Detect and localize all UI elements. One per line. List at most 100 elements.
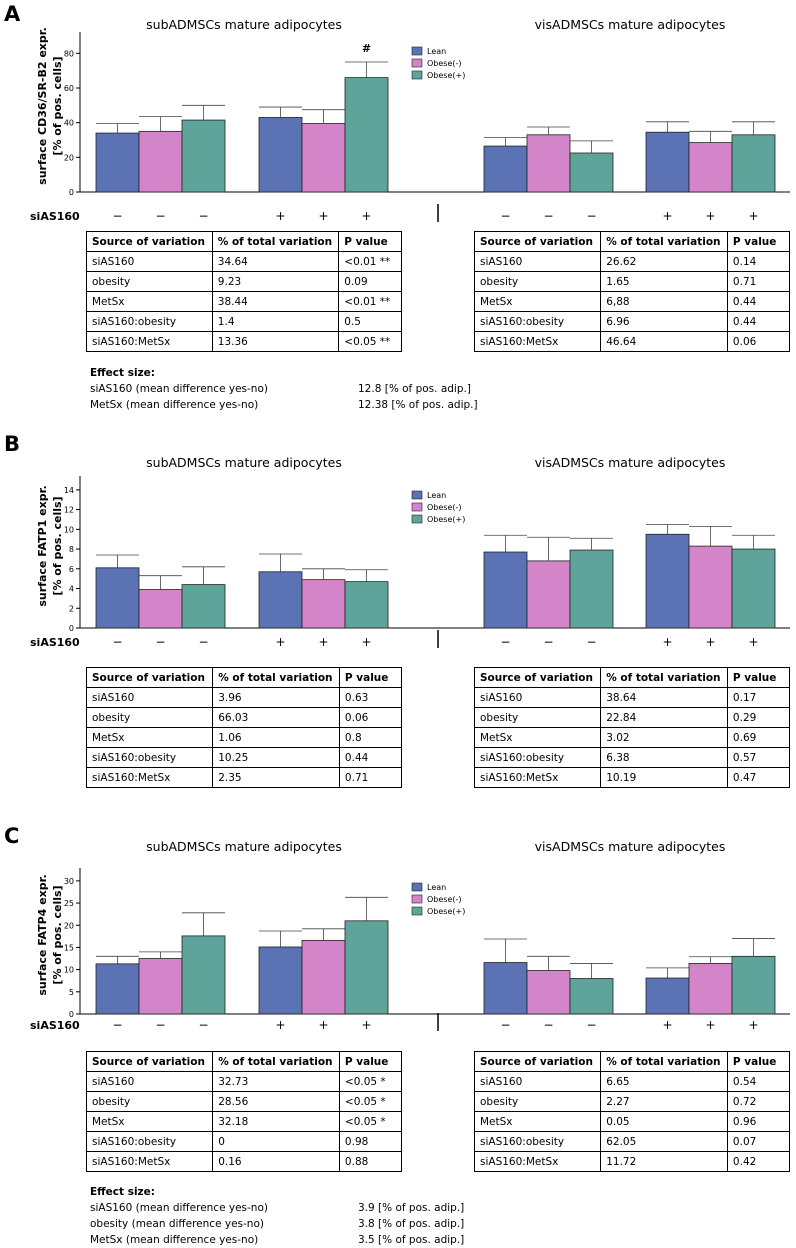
table-cell: 2.27 xyxy=(600,1091,728,1112)
table-cell: obesity xyxy=(473,707,602,728)
bar xyxy=(344,581,389,629)
effect-size-value: 3.5 [% of pos. adip.] xyxy=(358,1234,465,1246)
table-header-row: Source of variation% of total variation P… xyxy=(473,231,791,252)
effect-size-row: siAS160 (mean difference yes-no) 3.9 [% o… xyxy=(90,1200,464,1216)
effect-size-value: 12.38 [% of pos. adip.] xyxy=(358,399,478,411)
table-cell: 1.06 xyxy=(212,727,340,748)
table-row: obesity 66.03 0.06 xyxy=(85,707,403,728)
siAS160-mark: + xyxy=(275,635,285,649)
table-cell: siAS160:obesity xyxy=(86,311,213,332)
table-row: siAS160 34.64 <0.01 ** xyxy=(86,251,402,272)
legend-label: Obese(-) xyxy=(427,503,462,512)
table-cell: siAS160:MetSx xyxy=(473,767,602,788)
bar xyxy=(181,584,226,629)
effect-size-row: MetSx (mean difference yes-no) 12.38 [% o… xyxy=(90,397,478,413)
y-axis-label: [% of pos. cells] xyxy=(51,496,64,595)
table-row: obesity 1.65 0.71 xyxy=(473,271,791,292)
bar xyxy=(569,152,614,193)
table-cell: siAS160 xyxy=(473,1071,602,1092)
bar xyxy=(569,978,614,1015)
y-tick-label: 6 xyxy=(69,565,74,574)
effect-size-row: siAS160 (mean difference yes-no) 12.8 [% … xyxy=(90,381,478,397)
table-cell: siAS160:obesity xyxy=(473,311,602,332)
siAS160-mark: + xyxy=(705,209,715,223)
table-cell: <0.01 ** xyxy=(338,251,402,272)
table-cell: 6.96 xyxy=(600,311,728,332)
table-cell: 38.44 xyxy=(211,291,340,312)
legend-swatch xyxy=(411,894,423,904)
legend-label: Lean xyxy=(427,883,446,892)
column-header: % of total variation xyxy=(211,231,340,252)
table-cell: 32.73 xyxy=(212,1071,340,1092)
bar xyxy=(344,77,389,193)
table-cell: 0.69 xyxy=(726,727,791,748)
table-cell: 0.06 xyxy=(726,331,791,352)
anova-table-vis: Source of variation% of total variation P… xyxy=(473,1051,791,1172)
table-cell: siAS160 xyxy=(473,251,602,272)
table-cell: siAS160 xyxy=(86,251,213,272)
y-tick-label: 20 xyxy=(64,153,74,162)
siAS160-mark: + xyxy=(318,209,328,223)
siAS160-mark: + xyxy=(662,635,672,649)
effect-size-title: Effect size: xyxy=(90,1186,155,1198)
table-cell: 10.25 xyxy=(212,747,340,768)
table-cell: <0.05 * xyxy=(338,1111,403,1132)
legend-swatch xyxy=(411,906,423,916)
table-row: siAS160 32.73 <0.05 * xyxy=(85,1071,403,1092)
y-tick-label: 10 xyxy=(64,966,74,975)
table-cell: 46.64 xyxy=(600,331,728,352)
anova-table-vis: Source of variation% of total variation P… xyxy=(473,667,791,788)
bar xyxy=(344,920,389,1015)
table-cell: siAS160:MetSx xyxy=(473,1151,602,1172)
y-tick-label: 14 xyxy=(64,486,74,495)
table-header-row: Source of variation% of total variation P… xyxy=(473,667,791,688)
table-cell: MetSx xyxy=(473,727,602,748)
column-header: P value xyxy=(338,231,402,252)
group-title: visADMSCs mature adipocytes xyxy=(535,17,726,32)
table-row: siAS160:obesity 0 0.98 xyxy=(85,1131,403,1152)
table-row: MetSx 0.05 0.96 xyxy=(473,1111,791,1132)
bar xyxy=(731,548,776,629)
table-cell: 0.47 xyxy=(726,767,791,788)
siAS160-mark: + xyxy=(705,1018,715,1032)
group-title: subADMSCs mature adipocytes xyxy=(146,455,342,470)
legend-swatch xyxy=(411,58,423,68)
significance-mark: # xyxy=(362,42,371,55)
table-cell: <0.05 * xyxy=(338,1091,403,1112)
siAS160-mark: + xyxy=(662,209,672,223)
table-cell: 28.56 xyxy=(212,1091,340,1112)
column-header: P value xyxy=(726,231,791,252)
bar xyxy=(301,123,346,193)
y-tick-label: 8 xyxy=(69,545,74,554)
table-cell: 0.16 xyxy=(212,1151,340,1172)
y-tick-label: 40 xyxy=(64,119,74,128)
table-cell: siAS160 xyxy=(85,687,214,708)
legend-swatch xyxy=(411,514,423,524)
table-cell: 2.35 xyxy=(212,767,340,788)
siAS160-mark: + xyxy=(748,635,758,649)
y-tick-label: 15 xyxy=(64,943,74,952)
table-cell: siAS160:MetSx xyxy=(86,331,213,352)
bar xyxy=(526,560,571,629)
table-row: siAS160:obesity 1.4 0.5 xyxy=(86,311,402,332)
siAS160-mark: − xyxy=(543,1018,553,1032)
table-cell: 3.96 xyxy=(212,687,340,708)
column-header: Source of variation xyxy=(85,1051,214,1072)
siAS160-mark: + xyxy=(361,1018,371,1032)
bar xyxy=(731,955,776,1015)
table-row: MetSx 32.18 <0.05 * xyxy=(85,1111,403,1132)
table-cell: 6.65 xyxy=(600,1071,728,1092)
siAS160-mark: − xyxy=(155,209,165,223)
table-cell: 11.72 xyxy=(600,1151,728,1172)
y-tick-label: 0 xyxy=(69,1010,74,1019)
bar xyxy=(688,545,733,629)
table-cell: 0.88 xyxy=(338,1151,403,1172)
bar xyxy=(645,977,690,1015)
group-title: visADMSCs mature adipocytes xyxy=(535,839,726,854)
table-row: MetSx 6,88 0.44 xyxy=(473,291,791,312)
bar xyxy=(645,533,690,629)
table-cell: MetSx xyxy=(473,291,602,312)
y-axis-label: [% of pos. cells] xyxy=(51,56,64,155)
column-header: Source of variation xyxy=(473,231,602,252)
siAS160-mark: − xyxy=(586,209,596,223)
